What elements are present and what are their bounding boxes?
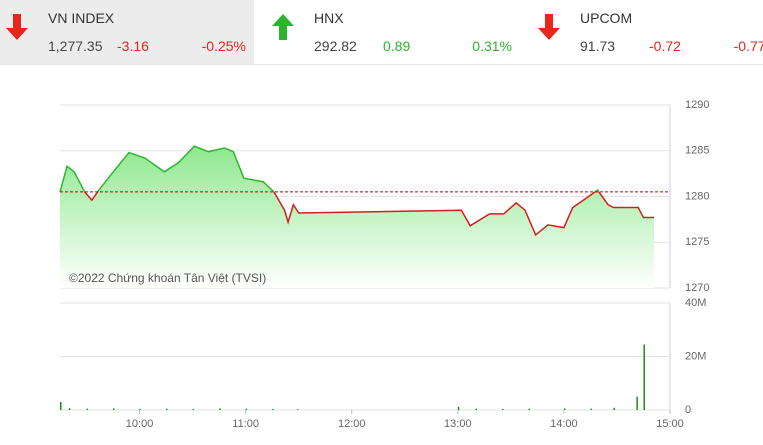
volume-bar	[563, 408, 566, 410]
y-tick-label: 1275	[685, 236, 709, 248]
volume-bar	[192, 408, 195, 410]
index-name: VN INDEX	[48, 10, 115, 26]
x-tick-label: 12:00	[338, 418, 366, 430]
volume-bar	[636, 396, 638, 410]
volume-bar	[86, 408, 89, 410]
volume-bar	[139, 408, 142, 410]
x-tick-label: 14:00	[550, 418, 578, 430]
volume-bar	[502, 408, 504, 410]
x-tick-label: 15:00	[656, 418, 684, 430]
volume-bar	[219, 408, 221, 410]
volume-bar	[272, 408, 274, 410]
x-tick-label: 10:00	[126, 418, 154, 430]
index-percent: 0.31%	[472, 38, 512, 54]
volume-bar	[475, 408, 478, 410]
index-change: -0.72	[649, 38, 681, 54]
index-value: 91.73	[580, 38, 616, 54]
index-value: 292.82	[314, 38, 357, 54]
down-arrow	[6, 14, 28, 40]
y-tick-label: 1270	[685, 282, 709, 294]
index-name: UPCOM	[580, 10, 633, 26]
volume-bar	[590, 408, 592, 410]
watermark: ©2022 Chứng khoán Tân Việt (TVSI)	[69, 271, 266, 285]
volume-bar	[60, 401, 62, 410]
volume-bar	[528, 408, 531, 410]
index-value: 1,277.35	[48, 38, 103, 54]
volume-bar	[113, 408, 115, 410]
volume-bar	[613, 407, 615, 410]
index-tab[interactable]: UPCOM 91.73 -0.72 -0.77%	[532, 0, 763, 64]
index-percent: -0.25%	[201, 38, 246, 54]
price-line	[59, 191, 655, 237]
area	[60, 146, 655, 288]
price-line	[59, 145, 600, 192]
index-percent: -0.77%	[733, 38, 763, 54]
index-tab[interactable]: HNX 292.82 0.89 0.31%	[266, 0, 520, 64]
y-tick-label: 0	[685, 404, 691, 416]
up-arrow	[272, 14, 294, 40]
index-change: -3.16	[117, 38, 149, 54]
volume-bar	[296, 409, 299, 410]
y-tick-label: 1280	[685, 190, 709, 202]
x-tick-label: 11:00	[232, 418, 259, 430]
index-name: HNX	[314, 10, 344, 26]
index-bar: VN INDEX 1,277.35 -3.16 -0.25% HNX 292.82 0.89…	[0, 0, 763, 65]
index-change: 0.89	[383, 38, 411, 54]
index-tab[interactable]: VN INDEX 1,277.35 -3.16 -0.25%	[0, 0, 254, 64]
y-tick-label: 40M	[685, 297, 706, 309]
y-tick-label: 1290	[685, 99, 709, 111]
volume-bar	[457, 406, 460, 410]
x-tick-label: 13:00	[444, 418, 472, 430]
volume-bar	[166, 408, 168, 410]
volume-bar	[245, 408, 248, 410]
volume-bar	[68, 408, 71, 410]
volume-bar	[643, 344, 645, 410]
chart: 1270 1275 1280 1285 1290 ©2022 Chứng khoán Tâ…	[59, 99, 709, 430]
y-tick-label: 1285	[685, 145, 709, 157]
y-tick-label: 20M	[685, 350, 706, 362]
down-arrow	[538, 14, 560, 40]
